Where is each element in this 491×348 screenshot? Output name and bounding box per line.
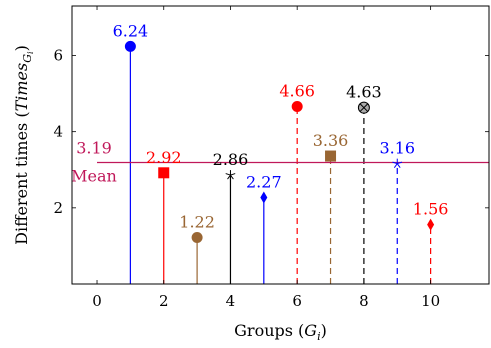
data-labels-layer: 6.24 2.92 1.22 2.86 2.27 4.66 3.36 4.63 3.16 1.56 xyxy=(113,21,449,231)
mean-text-label: Mean xyxy=(71,167,117,186)
y-tick-label: 4 xyxy=(53,123,63,141)
x-tick-label: 10 xyxy=(421,292,440,310)
otimes-cross xyxy=(359,103,369,112)
y-axis-label: Different times (TimesGi) xyxy=(12,45,35,245)
mean-layer: 3.19 Mean xyxy=(71,139,489,186)
star-ray xyxy=(392,161,398,165)
x-tick-label: 2 xyxy=(159,292,169,310)
data-label-1: 6.24 xyxy=(113,21,149,40)
star-ray xyxy=(227,174,231,180)
x-tick-label: 8 xyxy=(359,292,369,310)
star-ray xyxy=(397,161,403,165)
ticks-layer: 0 2 4 6 8 10 2 4 6 xyxy=(53,6,489,310)
x-axis-label: Groups (Gi) xyxy=(234,321,327,343)
y-tick-label: 6 xyxy=(53,47,63,65)
data-label-4: 2.86 xyxy=(213,150,249,169)
marker-2 xyxy=(158,167,170,179)
data-label-7: 3.36 xyxy=(313,131,349,150)
data-label-6: 4.66 xyxy=(279,82,315,101)
star-ray xyxy=(230,173,236,176)
star-ray xyxy=(396,163,401,168)
marker-5 xyxy=(260,191,268,204)
data-label-10: 1.56 xyxy=(413,200,449,219)
marker-9 xyxy=(392,158,403,168)
data-label-5: 2.27 xyxy=(246,173,282,192)
data-label-3: 1.22 xyxy=(179,213,215,232)
mean-value-label: 3.19 xyxy=(76,139,112,158)
star-ray xyxy=(393,163,398,168)
plot-frame xyxy=(71,5,490,285)
x-tick-label: 4 xyxy=(226,292,236,310)
star-ray xyxy=(230,174,234,180)
marker-3 xyxy=(191,232,203,244)
data-label-8: 4.63 xyxy=(346,83,382,102)
marker-6 xyxy=(291,101,303,113)
stems-layer xyxy=(129,46,432,284)
data-label-2: 2.92 xyxy=(146,148,182,167)
star-ray xyxy=(225,173,231,176)
data-label-9: 3.16 xyxy=(379,139,415,158)
marker-8 xyxy=(357,101,370,114)
marker-7 xyxy=(325,150,337,162)
x-tick-label: 0 xyxy=(92,292,102,310)
marker-4 xyxy=(225,170,236,180)
marker-10 xyxy=(427,218,435,231)
y-tick-label: 2 xyxy=(53,199,63,217)
markers-layer xyxy=(124,40,435,244)
marker-1 xyxy=(124,40,136,52)
x-tick-label: 6 xyxy=(292,292,302,310)
